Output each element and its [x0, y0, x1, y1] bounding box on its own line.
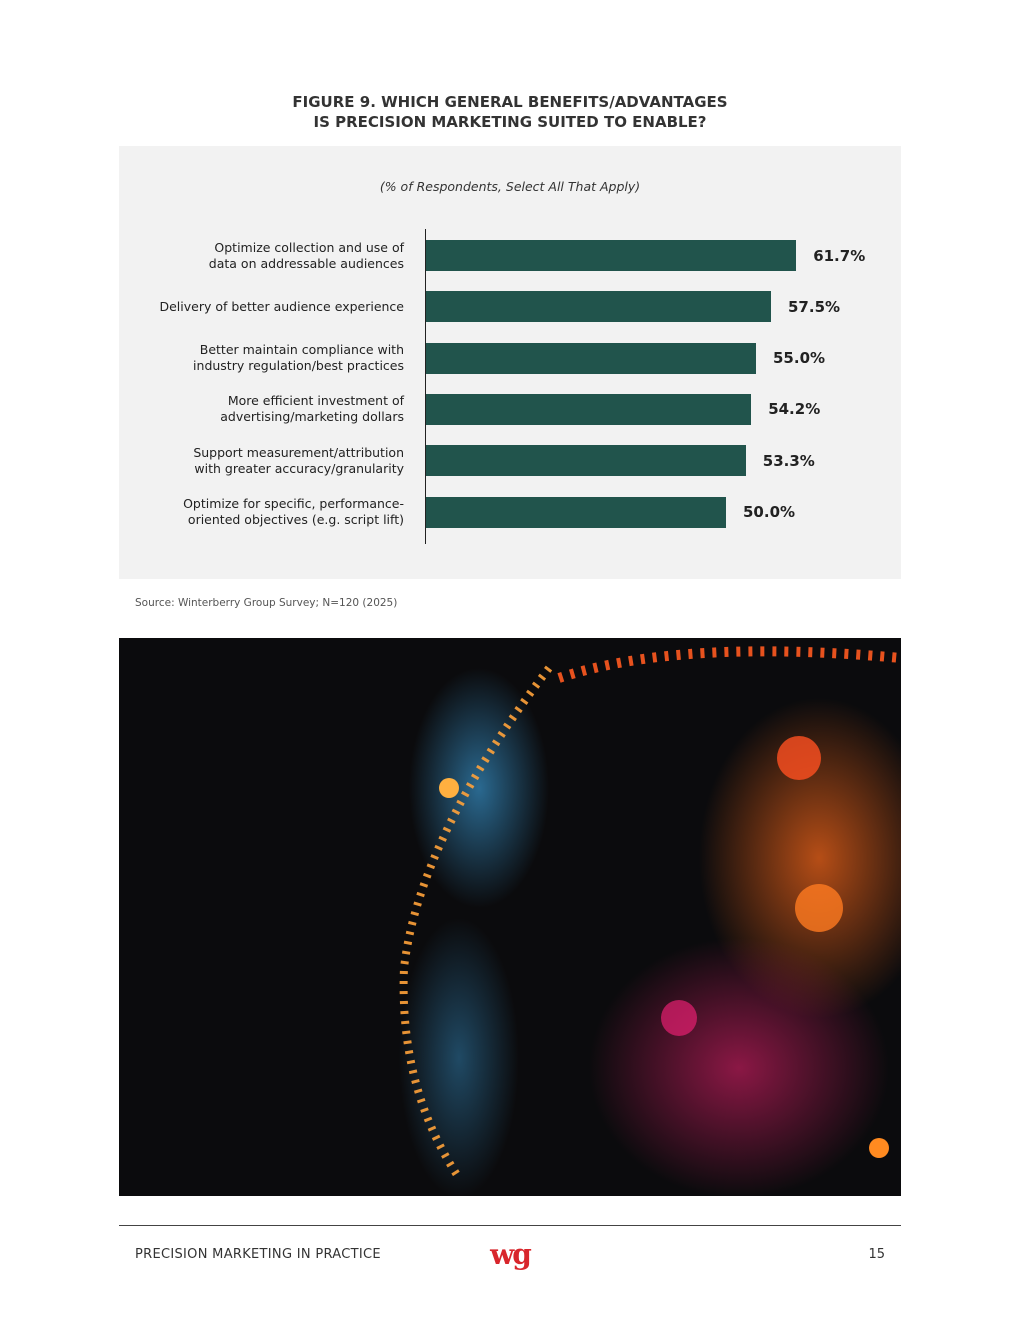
- value-label: 61.7%: [813, 246, 866, 265]
- value-label: 55.0%: [773, 349, 826, 368]
- bar: [426, 240, 797, 271]
- source-note: Source: Winterberry Group Survey; N=120 …: [135, 597, 398, 609]
- chart-subtitle: (% of Respondents, Select All That Apply…: [379, 179, 641, 194]
- footer-rule: [119, 1225, 901, 1226]
- value-label: 54.2%: [768, 400, 821, 419]
- category-axis: [425, 229, 426, 544]
- category-label: Better maintain compliance with industry…: [193, 342, 404, 374]
- page-number: 15: [868, 1247, 885, 1262]
- decorative-image: [119, 638, 901, 1196]
- bar: [426, 393, 752, 425]
- bar: [426, 445, 746, 477]
- value-label: 57.5%: [788, 297, 841, 316]
- value-label: 50.0%: [743, 503, 796, 521]
- category-label: More efficient investment of advertising…: [220, 393, 404, 425]
- category-label: Delivery of better audience experience: [159, 298, 404, 314]
- category-label: Optimize for specific, performance-orien…: [183, 496, 404, 527]
- value-label: 53.3%: [762, 451, 815, 470]
- category-label: Optimize collection and use of data on a…: [208, 239, 404, 271]
- logo: wg: [490, 1238, 532, 1271]
- footer-title: PRECISION MARKETING IN PRACTICE: [135, 1247, 381, 1262]
- bar: [426, 496, 726, 528]
- bar: [426, 291, 771, 323]
- bar: [426, 342, 756, 374]
- category-label: Support measurement/attribution with gre…: [193, 444, 404, 476]
- figure-title: FIGURE 9. WHICH GENERAL BENEFITS/ADVANTA…: [292, 93, 728, 131]
